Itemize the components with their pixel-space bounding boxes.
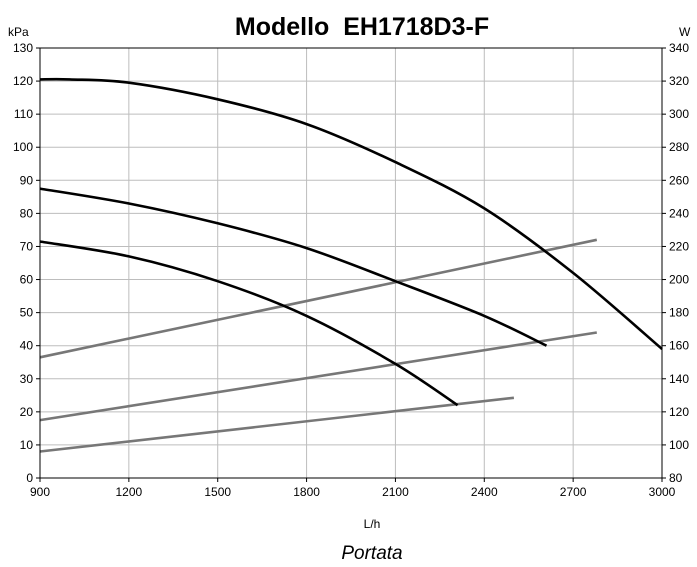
y-left-tick-label: 60 — [20, 273, 34, 287]
y-right-tick-label: 140 — [669, 372, 689, 386]
x-unit: L/h — [364, 517, 381, 531]
y-left-tick-label: 100 — [13, 140, 33, 154]
y-left-tick-label: 130 — [13, 41, 33, 55]
x-tick-label: 1200 — [116, 485, 143, 499]
y-right-tick-label: 300 — [669, 107, 689, 121]
y-right-tick-label: 220 — [669, 239, 689, 253]
y-right-tick-label: 320 — [669, 74, 689, 88]
x-tick-label: 2400 — [471, 485, 498, 499]
x-tick-label: 2700 — [560, 485, 587, 499]
y-right-tick-label: 120 — [669, 405, 689, 419]
y-left-unit: kPa — [8, 25, 29, 39]
y-left-tick-label: 50 — [20, 306, 34, 320]
y-right-unit: W — [679, 25, 691, 39]
y-left-tick-label: 110 — [14, 107, 33, 121]
y-left-tick-label: 30 — [20, 372, 34, 386]
y-right-tick-label: 200 — [669, 273, 689, 287]
y-right-tick-label: 100 — [669, 438, 689, 452]
chart-title: Modello EH1718D3-F — [235, 13, 489, 41]
y-left-tick-label: 0 — [26, 471, 33, 485]
y-right-tick-label: 180 — [669, 306, 689, 320]
y-right-tick-label: 80 — [669, 471, 683, 485]
x-tick-label: 1800 — [293, 485, 320, 499]
x-tick-label: 2100 — [382, 485, 409, 499]
power-curve — [39, 396, 515, 453]
y-left-tick-label: 120 — [13, 74, 33, 88]
plot-frame — [39, 47, 663, 479]
y-right-tick-label: 340 — [669, 41, 689, 55]
pressure-curve — [39, 77, 663, 350]
tick-labels: 0 80 10 100 20 120 30 140 40 160 50 180 60 200 70 220 80… — [13, 41, 689, 499]
series-layer — [39, 77, 663, 453]
x-tick-label: 900 — [30, 485, 50, 499]
x-axis-label: Portata — [341, 543, 402, 564]
y-left-tick-label: 70 — [20, 239, 34, 253]
y-left-tick-label: 80 — [20, 206, 34, 220]
y-right-tick-label: 260 — [669, 173, 689, 187]
y-left-tick-label: 40 — [20, 339, 34, 353]
x-tick-label: 3000 — [649, 485, 676, 499]
y-right-tick-label: 280 — [669, 140, 689, 154]
x-tick-label: 1500 — [204, 485, 231, 499]
power-curve — [39, 331, 598, 422]
y-left-tick-label: 90 — [20, 173, 34, 187]
pressure-curve — [39, 187, 548, 347]
y-left-tick-label: 20 — [20, 405, 34, 419]
pressure-curve — [39, 240, 459, 407]
power-curve — [39, 238, 598, 359]
axes — [36, 47, 666, 482]
y-left-tick-label: 10 — [20, 438, 34, 452]
y-right-tick-label: 160 — [669, 339, 689, 353]
y-right-tick-label: 240 — [669, 206, 689, 220]
